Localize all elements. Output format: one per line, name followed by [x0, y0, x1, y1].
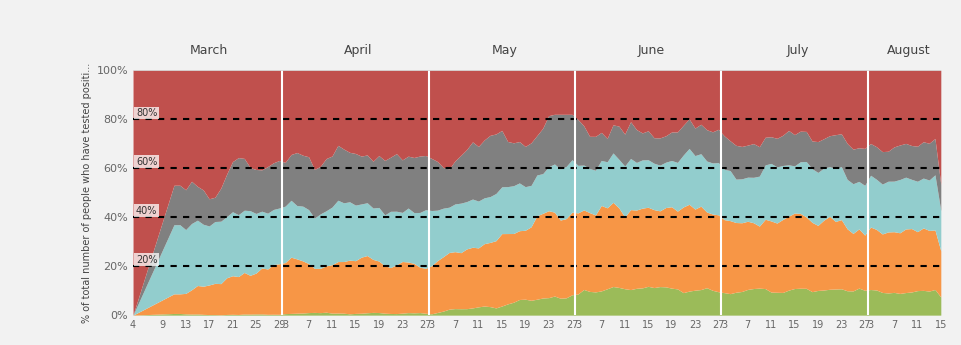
Text: August: August	[886, 44, 929, 57]
Text: June: June	[637, 44, 664, 57]
Text: 80%: 80%	[136, 108, 158, 118]
Text: 40%: 40%	[136, 206, 158, 216]
Text: July: July	[785, 44, 808, 57]
Text: March: March	[189, 44, 228, 57]
Text: 20%: 20%	[136, 255, 158, 265]
Y-axis label: % of total number of people who have tested positi...: % of total number of people who have tes…	[83, 62, 92, 323]
Text: May: May	[491, 44, 517, 57]
Text: April: April	[344, 44, 372, 57]
Text: 60%: 60%	[136, 157, 158, 167]
